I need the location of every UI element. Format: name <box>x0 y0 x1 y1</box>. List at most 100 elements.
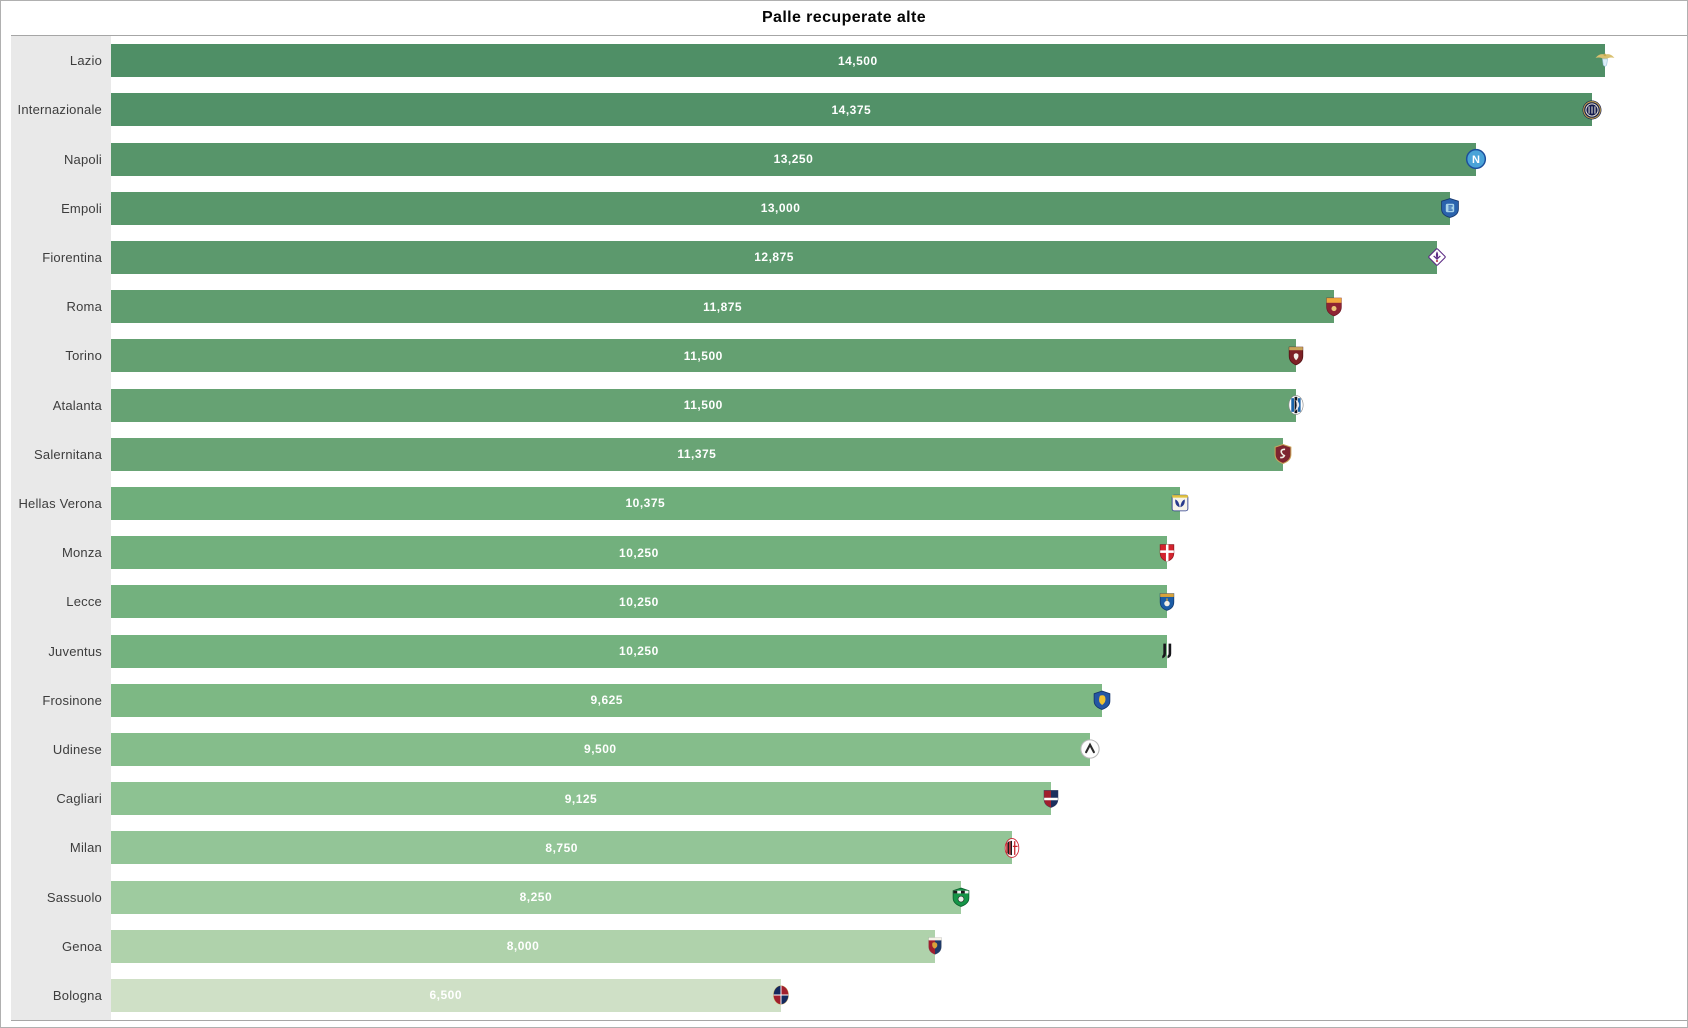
genoa-logo <box>925 936 946 957</box>
bar-track: 12,875 <box>111 233 1687 282</box>
bar-row-atalanta: Atalanta 11,500 <box>11 380 1687 430</box>
bar-udinese: 9,500 <box>111 732 1100 766</box>
bar-milan: 8,750 <box>111 831 1020 865</box>
bar-lecce: 10,250 <box>111 585 1174 619</box>
category-label: Atalanta <box>11 380 111 430</box>
bar-row-torino: Torino 11,500 <box>11 331 1687 381</box>
bar-bologna: 6,500 <box>111 978 789 1012</box>
category-label: Cagliari <box>11 774 111 824</box>
category-label: Roma <box>11 282 111 332</box>
bar-row-internazionale: Internazionale 14,375 <box>11 85 1687 135</box>
bar-chart: Lazio 14,500 Internazionale 14,375 Napoli 13,… <box>11 35 1687 1021</box>
bar-value-label: 10,250 <box>619 594 659 609</box>
category-label: Torino <box>11 331 111 381</box>
chart-title-bar: Palle recuperate alte <box>1 1 1687 35</box>
bar-value-label: 14,375 <box>831 102 872 117</box>
fiorentina-logo <box>1427 247 1448 268</box>
bar-row-fiorentina: Fiorentina 12,875 <box>11 232 1687 283</box>
bar-track: 8,250 <box>111 872 1687 921</box>
bar-value-label: 9,625 <box>590 693 623 708</box>
bar-salernitana: 11,375 <box>111 437 1292 471</box>
bar-row-cagliari: Cagliari 9,125 <box>11 774 1687 824</box>
category-label: Monza <box>11 528 111 578</box>
milan-logo <box>1002 837 1023 858</box>
svg-text:N: N <box>1472 154 1480 166</box>
category-label: Lazio <box>11 36 111 86</box>
bar-value-label: 13,250 <box>773 152 814 166</box>
bar-track: 10,250 <box>111 528 1687 577</box>
category-label: Lecce <box>11 577 111 627</box>
hellas-verona-logo <box>1169 493 1190 514</box>
bar-value-label: 8,000 <box>506 939 540 954</box>
bar-fiorentina: 12,875 <box>111 240 1446 274</box>
cagliari-logo <box>1040 788 1061 809</box>
category-label: Milan <box>11 823 111 873</box>
bar-atalanta: 11,500 <box>111 388 1304 422</box>
empoli-logo <box>1440 198 1461 219</box>
bar-row-empoli: Empoli 13,000 <box>11 183 1687 233</box>
lecce-logo <box>1156 591 1177 612</box>
bar-row-bologna: Bologna 6,500 <box>11 970 1687 1021</box>
category-label: Fiorentina <box>11 232 111 283</box>
bar-row-napoli: Napoli 13,250 N <box>11 134 1687 184</box>
category-label: Udinese <box>11 724 111 775</box>
category-label: Internazionale <box>11 85 111 135</box>
bar-value-label: 11,375 <box>677 447 717 462</box>
bar-value-label: 11,500 <box>683 348 723 363</box>
category-label: Napoli <box>11 134 111 184</box>
bar-value-label: 8,250 <box>519 890 553 905</box>
bar-row-sassuolo: Sassuolo 8,250 <box>11 872 1687 922</box>
bar-value-label: 8,750 <box>545 840 578 855</box>
monza-logo <box>1156 542 1177 563</box>
bar-row-genoa: Genoa 8,000 <box>11 921 1687 971</box>
bar-track: 9,125 <box>111 774 1687 823</box>
bar-value-label: 9,500 <box>584 742 617 757</box>
bar-roma: 11,875 <box>111 290 1342 324</box>
category-label: Genoa <box>11 921 111 971</box>
category-label: Sassuolo <box>11 872 111 922</box>
bar-track: 10,375 <box>111 479 1687 528</box>
torino-logo <box>1285 345 1306 366</box>
bar-row-lecce: Lecce 10,250 <box>11 577 1687 627</box>
category-label: Hellas Verona <box>11 478 111 529</box>
bar-monza: 10,250 <box>111 536 1174 570</box>
bar-track: 13,000 <box>111 184 1687 233</box>
atalanta-logo <box>1285 395 1306 416</box>
bar-sassuolo: 8,250 <box>111 880 970 914</box>
lazio-logo <box>1594 50 1615 71</box>
bar-value-label: 9,125 <box>564 791 598 806</box>
bar-row-frosinone: Frosinone 9,625 <box>11 675 1687 725</box>
bar-row-hellas-verona: Hellas Verona 10,375 <box>11 478 1687 529</box>
juventus-logo <box>1156 641 1177 662</box>
bar-track: 10,250 <box>111 626 1687 675</box>
bar-value-label: 11,875 <box>703 299 743 314</box>
bar-track: 8,000 <box>111 922 1687 971</box>
bar-torino: 11,500 <box>111 339 1303 373</box>
bar-track: 14,500 <box>111 36 1687 85</box>
bar-cagliari: 9,125 <box>111 782 1059 816</box>
bar-track: 8,750 <box>111 823 1687 872</box>
bar-track: 9,625 <box>111 676 1687 725</box>
napoli-logo: N <box>1465 148 1486 170</box>
internazionale-logo <box>1581 99 1602 120</box>
bar-value-label: 10,250 <box>619 545 659 560</box>
roma-logo <box>1324 296 1345 317</box>
bar-genoa: 8,000 <box>111 929 942 963</box>
bar-value-label: 14,500 <box>837 53 878 68</box>
bar-track: 11,500 <box>111 331 1687 380</box>
bar-track: 11,375 <box>111 430 1687 479</box>
category-label: Frosinone <box>11 675 111 725</box>
bar-value-label: 6,500 <box>429 988 463 1003</box>
udinese-logo <box>1079 739 1100 760</box>
category-label: Empoli <box>11 183 111 233</box>
bar-track: 11,500 <box>111 380 1687 429</box>
bar-track: 13,250 N <box>111 134 1687 183</box>
bar-row-monza: Monza 10,250 <box>11 528 1687 578</box>
bar-track: 6,500 <box>111 971 1687 1020</box>
bar-track: 9,500 <box>111 725 1687 774</box>
bar-track: 14,375 <box>111 85 1687 134</box>
bar-track: 10,250 <box>111 577 1687 626</box>
bar-internazionale: 14,375 <box>111 93 1602 127</box>
bar-hellas-verona: 10,375 <box>111 486 1188 520</box>
